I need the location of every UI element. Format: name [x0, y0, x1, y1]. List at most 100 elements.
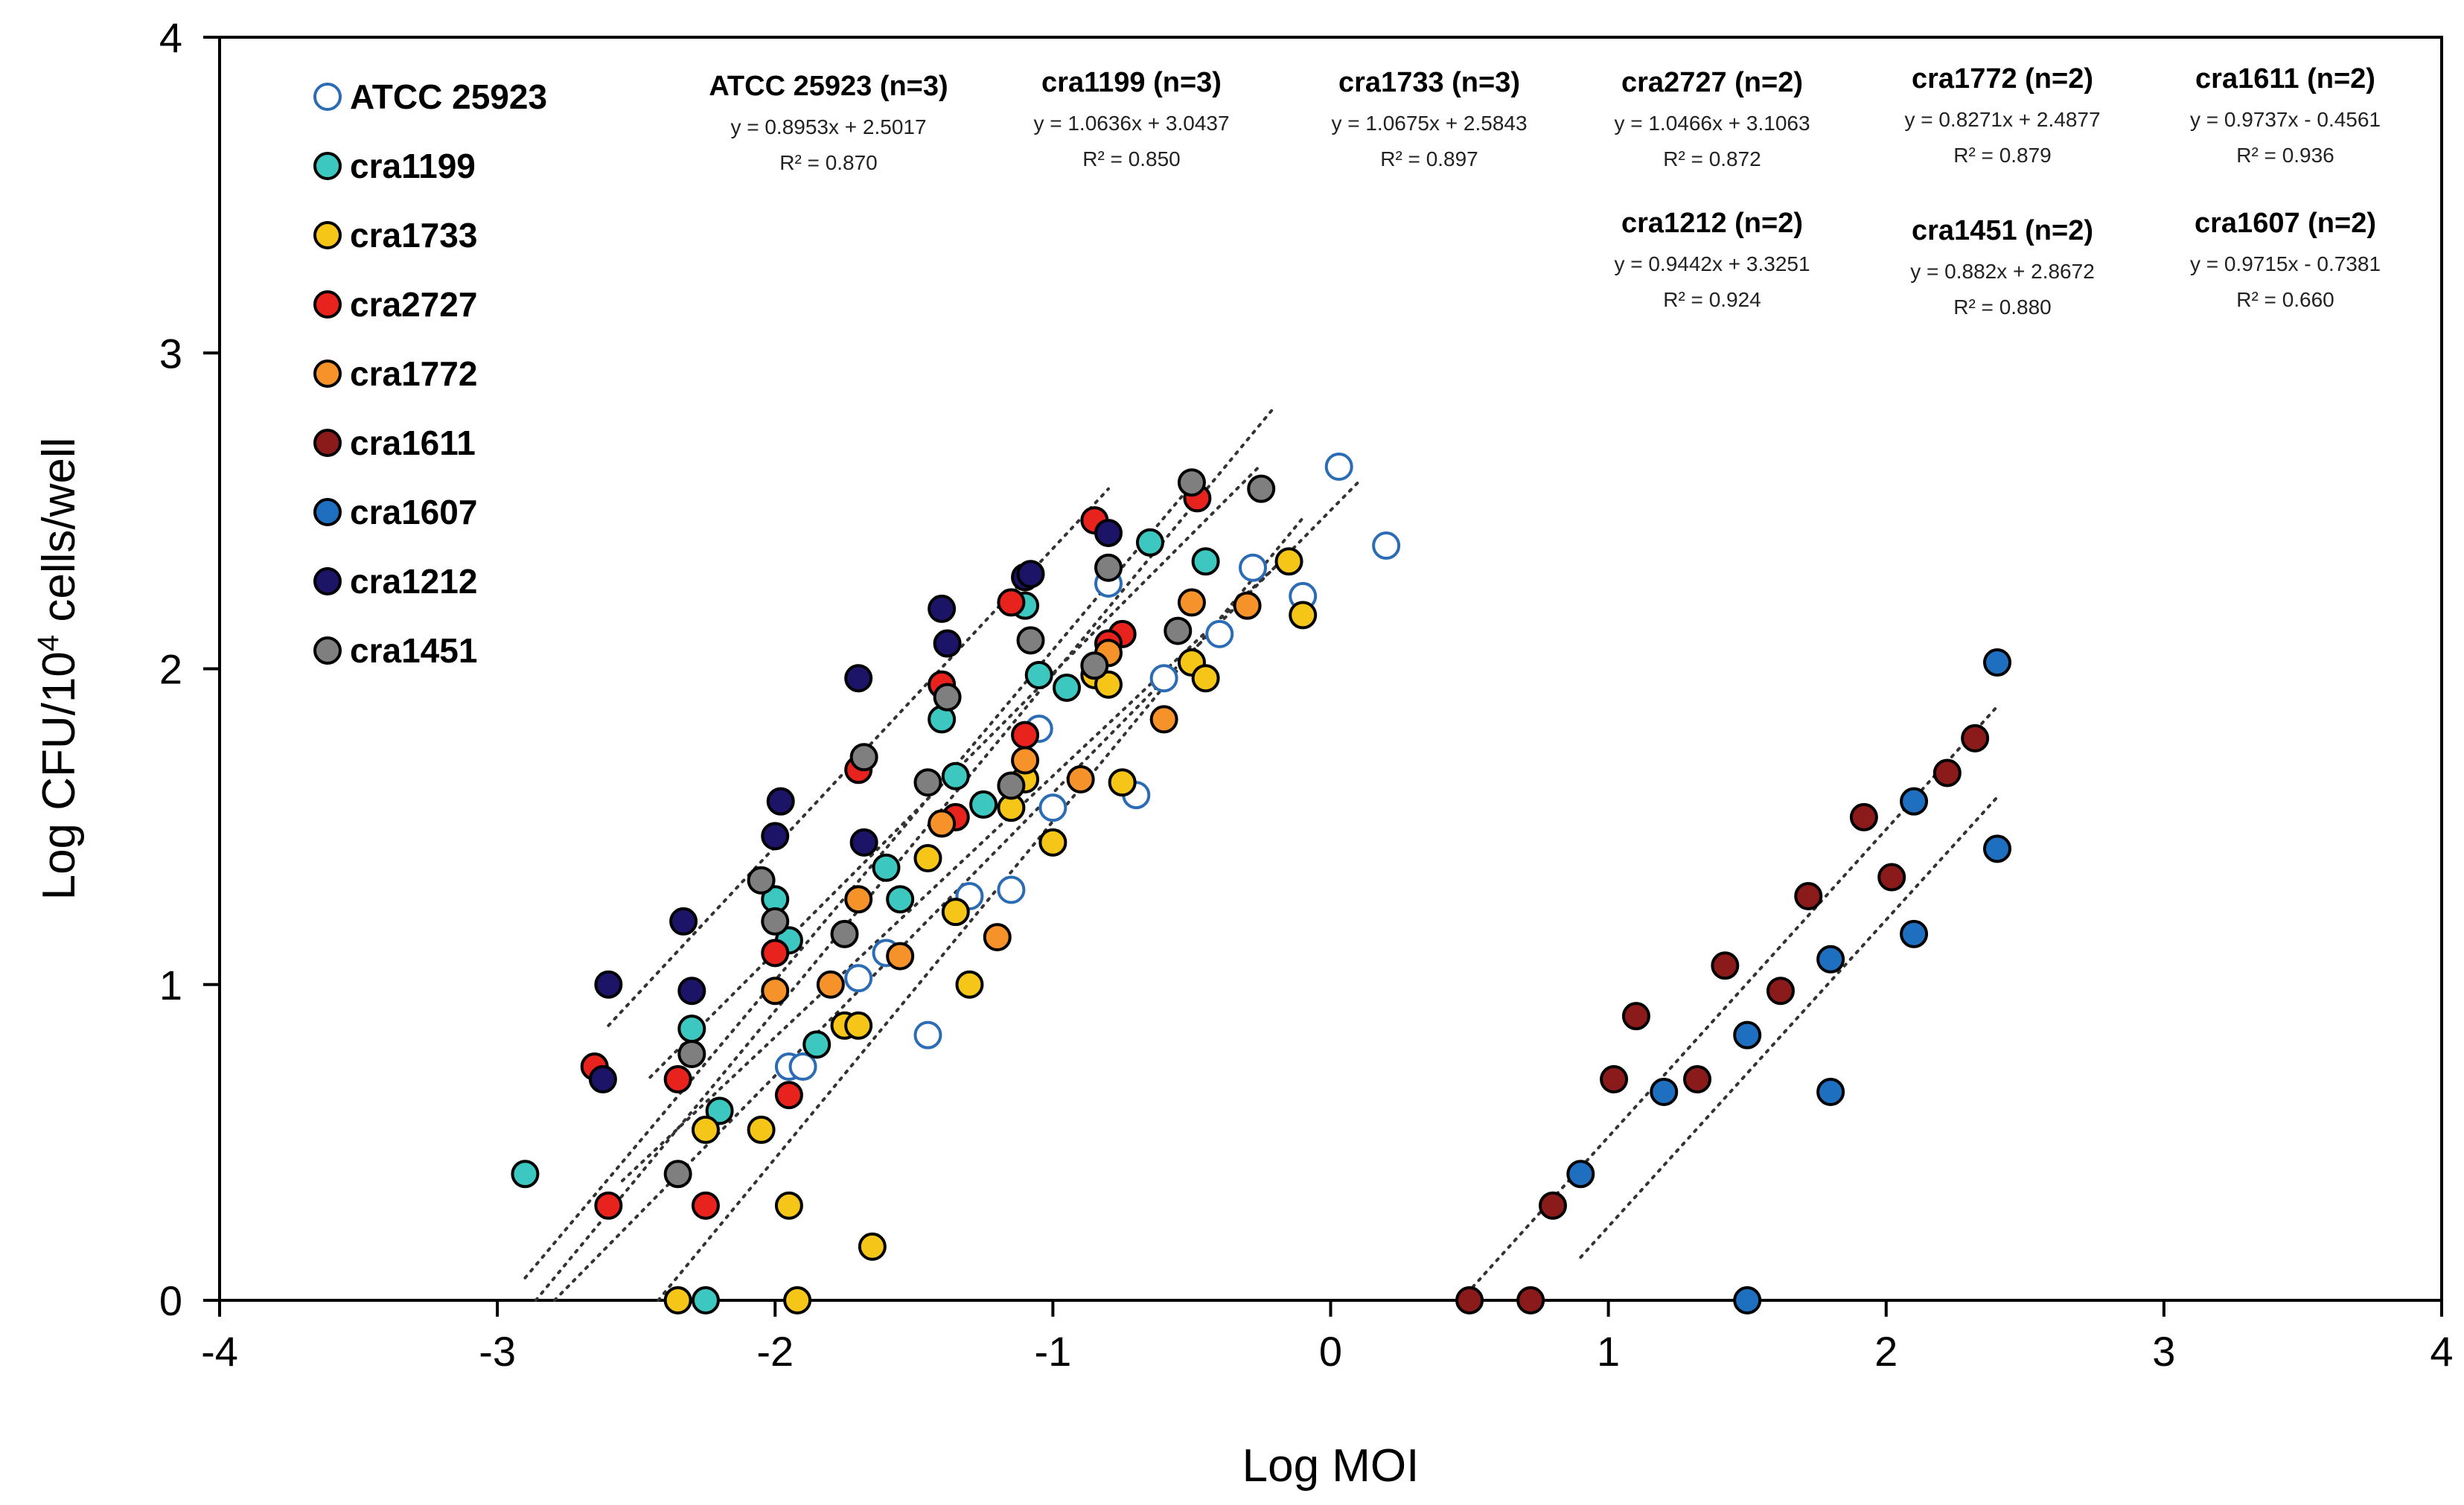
legend-marker-cra1199: [313, 152, 342, 180]
point-cra1733: [783, 1286, 812, 1314]
legend: ATCC 25923 cra1199 cra1733 cra2727 cra1772 cr…: [313, 77, 547, 670]
point-cra1607: [1900, 919, 1929, 948]
point-cra1451: [747, 866, 776, 895]
trendline-cra1772: [621, 565, 1277, 1183]
equation-formula: y = 0.9715x - 0.7381: [2190, 252, 2381, 275]
point-cra1607: [1733, 1020, 1762, 1049]
legend-label-cra1611: cra1611: [350, 424, 476, 462]
point-atcc-25923: [1038, 793, 1067, 822]
legend-label-cra1733: cra1733: [350, 216, 477, 255]
point-cra1611: [1877, 863, 1906, 892]
equation-title: cra1733 (n=3): [1338, 67, 1520, 98]
point-atcc-25923: [997, 875, 1026, 904]
legend-marker-cra1212: [313, 567, 342, 595]
equation-r2: R² = 0.660: [2236, 288, 2334, 311]
y-tick-label: 3: [159, 330, 182, 377]
point-cra2727: [761, 939, 790, 968]
point-cra1212: [928, 594, 957, 623]
equation-title: cra1199 (n=3): [1041, 67, 1222, 98]
point-cra1611: [1849, 802, 1878, 831]
y-tick-label: 0: [159, 1277, 182, 1324]
point-atcc-25923: [1205, 619, 1234, 648]
legend-label-cra1607: cra1607: [350, 493, 477, 531]
legend-label-cra1451: cra1451: [350, 631, 477, 670]
equation-block: cra1199 (n=3) y = 1.0636x + 3.0437 R² = 0.…: [1033, 67, 1229, 170]
point-cra1733: [1289, 601, 1318, 630]
point-cra1733: [774, 1191, 803, 1220]
point-cra1772: [928, 809, 957, 838]
equation-formula: y = 0.8953x + 2.5017: [730, 115, 926, 138]
point-cra1772: [761, 977, 790, 1006]
plot-border: [218, 36, 2443, 1302]
equation-formula: y = 0.9442x + 3.3251: [1614, 252, 1810, 275]
point-cra1772: [1149, 705, 1178, 734]
trendline-cra2727: [523, 483, 1193, 1279]
legend-marker-cra1451: [313, 636, 342, 665]
point-cra1212: [1094, 519, 1123, 548]
point-atcc-25923: [788, 1052, 817, 1081]
point-atcc-25923: [1239, 553, 1268, 582]
point-atcc-25923: [1372, 531, 1401, 560]
point-cra1772: [886, 942, 915, 971]
point-cra1451: [1177, 468, 1206, 497]
point-cra1607: [1983, 834, 2011, 863]
trendline-cra1607: [1579, 795, 1999, 1259]
trendline-cra1733: [657, 516, 1305, 1302]
x-tick-label: 1: [1597, 1328, 1620, 1375]
point-cra1451: [1080, 651, 1109, 680]
point-cra1451: [1164, 616, 1193, 645]
point-cra1451: [933, 683, 962, 712]
equation-block: cra1772 (n=2) y = 0.8271x + 2.4877 R² = 0.…: [1904, 63, 2100, 167]
point-cra1772: [1066, 764, 1095, 793]
point-cra1733: [844, 1011, 873, 1040]
point-cra1212: [1016, 560, 1045, 589]
equation-r2: R² = 0.850: [1082, 147, 1181, 170]
equation-formula: y = 0.882x + 2.8672: [1910, 260, 2095, 283]
legend-marker-cra1611: [313, 429, 342, 457]
point-atcc-25923: [1324, 452, 1353, 481]
point-cra1199: [705, 1096, 734, 1125]
y-tick-label: 4: [159, 14, 182, 61]
equation-r2: R² = 0.924: [1663, 288, 1761, 311]
point-cra1212: [594, 970, 623, 999]
x-tick-label: 4: [2430, 1328, 2453, 1375]
equation-title: ATCC 25923 (n=3): [709, 71, 948, 102]
legend-marker-cra1733: [313, 221, 342, 249]
equation-title: cra1772 (n=2): [1912, 63, 2093, 95]
point-cra1199: [1191, 547, 1220, 576]
x-tick-label: 2: [1874, 1328, 1898, 1375]
point-cra1733: [955, 970, 984, 999]
point-cra1611: [1961, 723, 1990, 752]
equation-formula: y = 0.9737x - 0.4561: [2190, 108, 2381, 131]
point-cra1772: [983, 923, 1012, 952]
x-tick-label: -4: [201, 1328, 238, 1375]
point-cra1199: [691, 1286, 720, 1314]
point-cra1212: [844, 664, 873, 693]
point-cra1611: [1711, 951, 1740, 980]
point-cra1733: [941, 898, 970, 927]
point-cra2727: [774, 1081, 803, 1110]
point-cra2727: [1011, 720, 1040, 750]
equation-r2: R² = 0.936: [2236, 144, 2334, 167]
point-cra1451: [1016, 626, 1045, 655]
point-cra1607: [1900, 787, 1929, 816]
point-cra1199: [941, 761, 970, 790]
point-cra1733: [1038, 828, 1067, 857]
equation-r2: R² = 0.872: [1663, 147, 1761, 170]
legend-label-cra1199: cra1199: [350, 147, 476, 185]
equation-r2: R² = 0.870: [779, 151, 878, 174]
point-cra1611: [1455, 1286, 1484, 1314]
point-cra1611: [1766, 977, 1795, 1006]
point-cra1212: [761, 822, 790, 851]
point-cra2727: [663, 1065, 692, 1094]
point-cra2727: [594, 1191, 623, 1220]
point-cra1212: [669, 907, 698, 936]
x-axis-title: Log MOI: [1242, 1440, 1420, 1492]
point-cra1212: [766, 787, 795, 816]
point-cra1451: [1094, 553, 1123, 582]
equation-formula: y = 0.8271x + 2.4877: [1904, 108, 2100, 131]
point-cra1611: [1932, 758, 1962, 787]
point-cra1607: [1650, 1077, 1679, 1106]
legend-marker-cra1772: [313, 360, 342, 388]
